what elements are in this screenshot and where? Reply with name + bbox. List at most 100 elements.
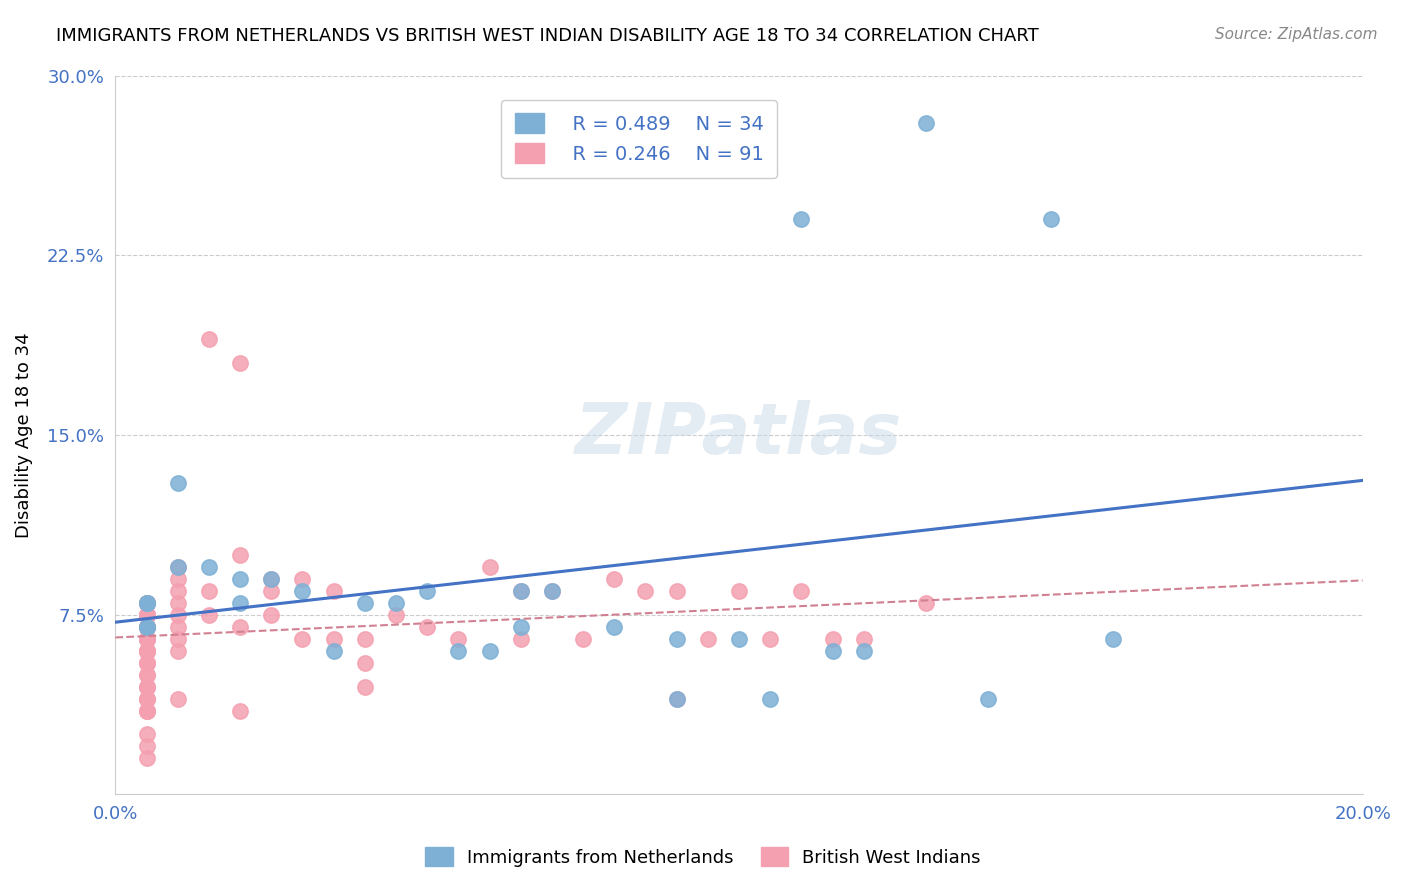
Point [416,583,439,598]
Point [509,583,531,598]
Point [260,607,283,622]
Point [135,727,157,741]
Text: Source: ZipAtlas.com: Source: ZipAtlas.com [1215,27,1378,42]
Point [291,632,314,646]
Point [353,632,375,646]
Point [135,656,157,670]
Point [135,667,157,681]
Point [509,632,531,646]
Point [166,691,188,706]
Point [166,475,188,490]
Point [135,620,157,634]
Point [759,632,782,646]
Point [166,607,188,622]
Point [135,691,157,706]
Point [260,572,283,586]
Point [260,583,283,598]
Point [135,620,157,634]
Point [915,116,938,130]
Point [509,583,531,598]
Point [166,643,188,657]
Point [166,572,188,586]
Point [135,607,157,622]
Point [135,691,157,706]
Point [166,559,188,574]
Point [541,583,564,598]
Point [353,656,375,670]
Point [135,632,157,646]
Legend:   R = 0.489    N = 34,   R = 0.246    N = 91: R = 0.489 N = 34, R = 0.246 N = 91 [502,100,778,178]
Point [198,332,221,346]
Point [447,632,470,646]
Text: ZIPatlas: ZIPatlas [575,401,903,469]
Point [166,559,188,574]
Point [135,667,157,681]
Point [135,643,157,657]
Point [135,620,157,634]
Point [135,704,157,718]
Point [135,620,157,634]
Point [135,632,157,646]
Point [135,596,157,610]
Point [385,607,408,622]
Point [166,620,188,634]
Point [229,572,252,586]
Point [790,212,813,227]
Point [135,632,157,646]
Point [447,643,470,657]
Point [852,643,875,657]
Point [135,596,157,610]
Point [759,691,782,706]
Point [977,691,1000,706]
Point [135,607,157,622]
Point [665,691,688,706]
Point [135,643,157,657]
Point [322,583,344,598]
Point [135,751,157,765]
Point [291,583,314,598]
Point [135,680,157,694]
Point [135,607,157,622]
Point [852,632,875,646]
Point [198,583,221,598]
Point [135,620,157,634]
Point [198,559,221,574]
Point [135,620,157,634]
Point [821,643,844,657]
Point [166,596,188,610]
Point [135,596,157,610]
Point [135,607,157,622]
Point [135,739,157,754]
Point [166,583,188,598]
Point [229,620,252,634]
Point [198,607,221,622]
Point [291,572,314,586]
Point [135,656,157,670]
Point [728,632,751,646]
Y-axis label: Disability Age 18 to 34: Disability Age 18 to 34 [15,332,32,538]
Point [915,596,938,610]
Point [603,572,626,586]
Point [603,620,626,634]
Point [135,596,157,610]
Point [229,356,252,370]
Point [135,620,157,634]
Point [478,559,501,574]
Point [135,607,157,622]
Point [135,632,157,646]
Point [696,632,718,646]
Point [166,632,188,646]
Point [790,583,813,598]
Text: IMMIGRANTS FROM NETHERLANDS VS BRITISH WEST INDIAN DISABILITY AGE 18 TO 34 CORRE: IMMIGRANTS FROM NETHERLANDS VS BRITISH W… [56,27,1039,45]
Point [1102,632,1125,646]
Point [135,620,157,634]
Point [135,680,157,694]
Point [135,596,157,610]
Point [821,632,844,646]
Point [416,620,439,634]
Point [541,583,564,598]
Point [728,583,751,598]
Point [322,632,344,646]
Point [229,548,252,562]
Point [229,704,252,718]
